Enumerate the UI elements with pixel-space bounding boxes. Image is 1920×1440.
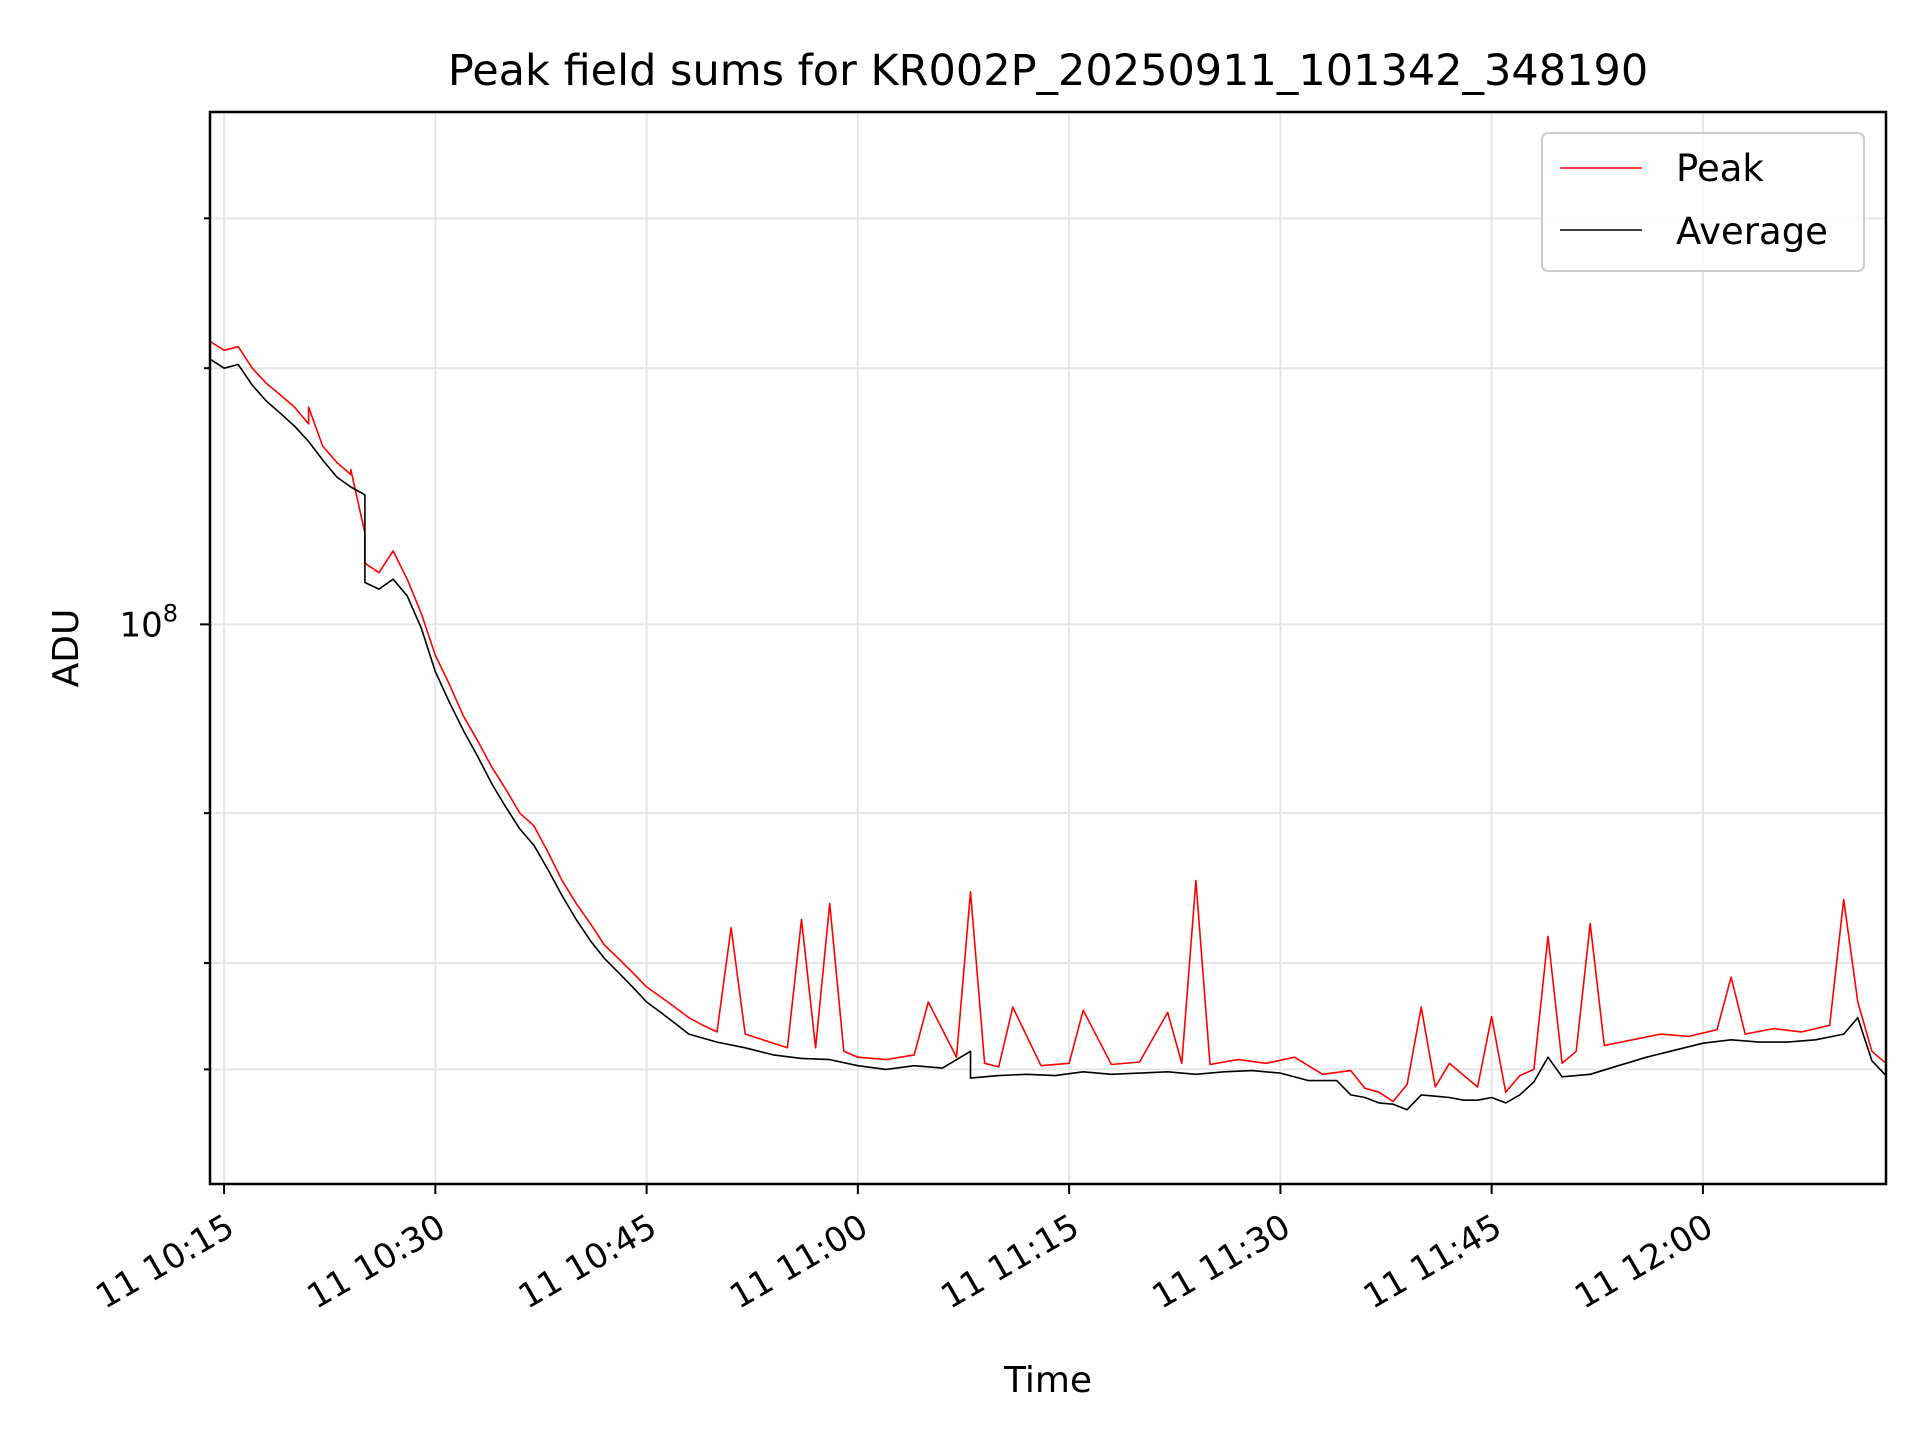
legend-label-average: Average <box>1676 210 1828 253</box>
y-tick-label-major: 108 <box>119 599 178 645</box>
y-axis-ticks <box>200 217 210 1071</box>
series-line-average <box>209 121 1887 1111</box>
x-axis-label: Time <box>1003 1360 1092 1401</box>
y-axis-label: ADU <box>46 609 87 688</box>
chart-title: Peak field sums for KR002P_20250911_1013… <box>448 46 1648 96</box>
series-line-peak <box>209 121 1887 1103</box>
series-layer <box>209 121 1887 1111</box>
legend-label-peak: Peak <box>1676 147 1764 190</box>
legend: Peak Average <box>1541 132 1865 272</box>
plot-frame <box>208 110 1888 1186</box>
